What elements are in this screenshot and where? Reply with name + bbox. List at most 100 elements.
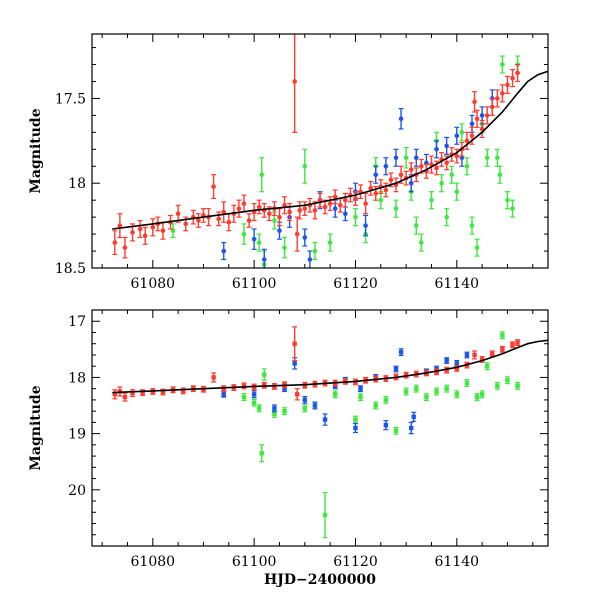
green-data-point xyxy=(505,378,510,383)
green-data-point xyxy=(257,406,262,411)
red-data-point xyxy=(211,184,216,189)
y-tick-label: 18.5 xyxy=(55,261,86,277)
blue-data-point xyxy=(251,392,257,397)
green-data-point xyxy=(393,428,399,434)
red-data-point xyxy=(302,206,308,211)
bottom-panel-ylabel: Magnitude xyxy=(28,385,44,470)
blue-data-point xyxy=(454,361,459,366)
blue-data-point xyxy=(261,257,267,262)
red-data-point xyxy=(337,202,343,208)
x-tick-label: 61120 xyxy=(333,276,378,292)
red-data-point xyxy=(322,204,328,210)
red-data-point xyxy=(160,389,166,395)
green-data-point xyxy=(383,397,389,403)
red-data-point xyxy=(241,201,247,206)
red-data-point xyxy=(398,172,404,178)
blue-data-point xyxy=(353,425,358,431)
green-data-point xyxy=(434,389,439,394)
red-data-point xyxy=(246,218,252,223)
red-data-point xyxy=(117,223,123,228)
green-data-point xyxy=(454,392,459,397)
red-data-point xyxy=(490,351,495,357)
model-curve xyxy=(112,70,548,230)
blue-data-point xyxy=(464,352,470,358)
red-data-point xyxy=(196,218,201,223)
x-tick-label: 61100 xyxy=(232,554,277,570)
green-data-point xyxy=(479,392,485,397)
red-data-point xyxy=(160,228,166,233)
red-data-point xyxy=(444,367,449,373)
green-data-point xyxy=(272,411,277,417)
red-data-point xyxy=(489,104,495,110)
green-data-point xyxy=(272,218,277,223)
blue-data-point xyxy=(322,417,328,422)
red-data-point xyxy=(500,347,505,352)
blue-data-point xyxy=(343,211,348,217)
red-data-point xyxy=(388,177,394,183)
green-data-point xyxy=(393,206,399,211)
red-data-point xyxy=(505,82,510,88)
red-data-point xyxy=(221,209,227,215)
green-data-point xyxy=(403,155,409,161)
blue-data-point xyxy=(383,422,389,428)
model-curve xyxy=(112,339,548,394)
red-data-point xyxy=(363,201,368,206)
red-data-point xyxy=(122,245,128,250)
red-data-point xyxy=(130,230,135,235)
red-data-point xyxy=(510,75,515,81)
red-data-point xyxy=(183,221,189,227)
blue-data-point xyxy=(479,113,485,118)
red-data-point xyxy=(343,197,348,203)
blue-data-point xyxy=(282,386,287,391)
x-tick-label: 61140 xyxy=(435,554,480,570)
bottom-panel-frame xyxy=(91,309,549,547)
red-data-point xyxy=(295,392,300,397)
red-data-point xyxy=(472,352,477,358)
green-data-point xyxy=(444,214,449,220)
green-data-point xyxy=(474,394,480,400)
green-data-point xyxy=(444,386,449,391)
blue-data-point xyxy=(272,406,277,411)
red-data-point xyxy=(495,96,500,101)
green-data-point xyxy=(464,380,470,386)
green-data-point xyxy=(241,231,247,237)
y-tick-label: 17 xyxy=(68,314,86,330)
green-data-point xyxy=(495,383,500,389)
top-panel: 61080 61100 61120 61140 17.5 18 18.5 Magnitude xyxy=(28,33,549,292)
red-data-point xyxy=(267,211,272,217)
x-tick-label: 61120 xyxy=(333,554,378,570)
green-data-point xyxy=(449,172,455,178)
red-data-point xyxy=(327,201,333,206)
red-data-point xyxy=(464,138,470,144)
green-data-point xyxy=(241,394,247,400)
green-data-point xyxy=(484,155,490,161)
blue-data-point xyxy=(411,414,416,419)
red-data-point xyxy=(373,191,379,196)
green-data-point xyxy=(282,408,287,414)
green-data-point xyxy=(403,389,409,394)
blue-data-point xyxy=(398,116,404,122)
green-data-point xyxy=(495,155,500,161)
green-data-point xyxy=(439,180,444,186)
green-data-point xyxy=(429,197,434,203)
red-data-point xyxy=(368,186,373,191)
blue-data-point xyxy=(383,163,389,169)
blue-data-point xyxy=(277,228,282,233)
green-data-point xyxy=(378,197,384,203)
red-data-point xyxy=(500,91,505,96)
x-tick-label: 61140 xyxy=(435,276,480,292)
blue-data-point xyxy=(363,223,368,228)
red-data-point xyxy=(226,219,232,225)
blue-data-point xyxy=(307,257,313,262)
red-data-point xyxy=(117,389,123,394)
green-data-point xyxy=(353,214,358,220)
green-data-point xyxy=(259,172,265,178)
red-data-point xyxy=(221,386,226,391)
red-data-point xyxy=(277,214,282,220)
blue-data-point xyxy=(409,425,414,431)
green-data-point xyxy=(515,383,520,389)
green-data-point xyxy=(419,240,424,245)
red-data-point xyxy=(469,133,475,139)
blue-data-point xyxy=(398,349,404,355)
green-data-point xyxy=(358,394,363,400)
